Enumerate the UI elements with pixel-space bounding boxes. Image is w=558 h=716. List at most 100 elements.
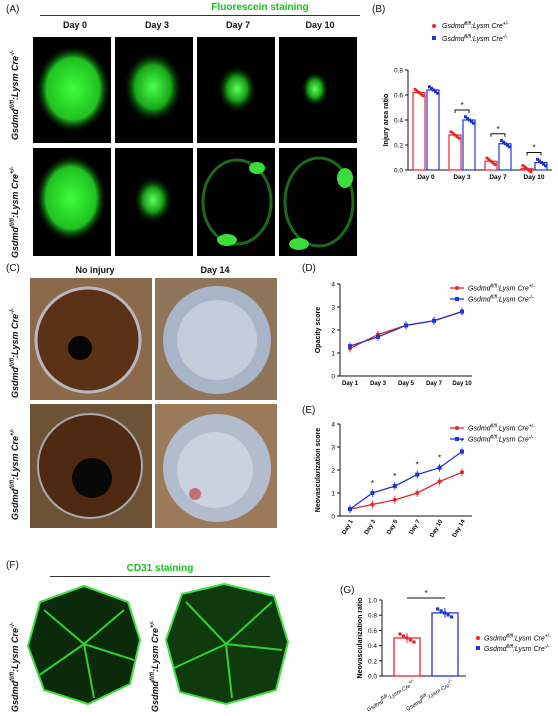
b-point-blue (434, 90, 437, 94)
b-point-red (529, 170, 533, 174)
g-legend-marker-blue (476, 646, 480, 650)
fluorescein-image-day10-het (279, 148, 357, 256)
b-point-blue (428, 85, 431, 89)
g-point-red (398, 632, 402, 636)
g-point-blue (446, 613, 450, 617)
e-ytick-label: 3 (331, 445, 335, 452)
d-ytick-label: 3 (331, 305, 335, 312)
row-label-c-bottom: Gsdmdfl/fl:Lysm Cre+/- (10, 428, 20, 520)
g-point-red (412, 640, 416, 644)
e-legend-red: Gsdmdfl/fl:Lysm Cre+/- (468, 424, 535, 433)
e-line-red (349, 471, 463, 510)
g-ytick-label: 0.4 (368, 643, 377, 650)
opacity-score-chart: 0 1 2 3 4 Opacity score Day 1 Day 3 Day 5 Day 7 Da… (315, 282, 535, 388)
d-ytick-label: 2 (331, 328, 335, 335)
b-legend-marker-red (432, 24, 436, 28)
d-legend-red: Gsdmdfl/fl:Lysm Cre+/- (468, 284, 535, 293)
e-xtick-label: Day 3 (364, 518, 378, 535)
d-ytick-label: 4 (331, 282, 335, 289)
fluorescein-title: Fluorescein staining (211, 2, 309, 13)
e-point-red (460, 470, 464, 475)
b-point-blue (500, 139, 503, 143)
b-point-blue (430, 86, 433, 90)
e-sig-star: * (438, 454, 441, 463)
b-sig-bracket (490, 133, 506, 137)
b-legend-red: Gsdmdfl/fl:Lysm Cre+/- (442, 21, 509, 30)
e-point-blue (460, 449, 464, 454)
b-point-blue (508, 145, 511, 149)
panel-letter-d: (D) (302, 263, 316, 274)
title-rule-a (40, 15, 360, 16)
b-point-red (493, 162, 497, 167)
e-point-blue (348, 507, 352, 512)
b-point-blue (540, 161, 543, 164)
e-point-red (392, 497, 397, 502)
col-head-c-0: No injury (75, 265, 115, 275)
b-sig-star: * (496, 125, 499, 134)
g-point-blue (439, 609, 443, 613)
fluorescein-image-day3-ko (115, 37, 193, 143)
col-head-a-1: Day 3 (144, 20, 170, 30)
b-legend-marker-blue (432, 36, 436, 40)
b-bar-blue (426, 89, 440, 171)
fluorescein-image-day0-ko (33, 37, 111, 143)
b-point-blue (506, 143, 509, 147)
panel-letter-b: (B) (372, 4, 386, 15)
row-label-f-left: Gsdmdfl/fl:Lysm Cre-/- (10, 622, 20, 712)
b-xtick-label: Day 3 (453, 174, 471, 181)
fluorescein-image-day3-het (115, 148, 193, 256)
panel-letter-g: (G) (340, 585, 355, 596)
cd31-flatmount-ko (24, 580, 144, 708)
e-point-blue (415, 472, 420, 477)
e-point-blue (370, 491, 375, 495)
col-head-c-1: Day 14 (200, 265, 230, 275)
g-ytick-label: 0.8 (368, 613, 377, 620)
row-label-a-top: Gsdmdfl/fl:Lysm Cre-/- (10, 50, 20, 140)
d-xtick-label: Day 1 (342, 381, 359, 387)
row-label-f-right: Gsdmdfl/fl:Lysm Cre+/- (150, 620, 160, 712)
neovascularization-score-chart: 0 1 2 3 4 Neovascularization score Day 1 Day 3 D… (315, 422, 535, 539)
d-legend-marker-red (455, 286, 459, 290)
b-point-blue (542, 162, 545, 166)
b-ytick-label: 0.2 (394, 143, 403, 150)
d-point-blue (460, 309, 464, 314)
g-ytick-label: 0.0 (368, 674, 377, 681)
g-point-red (405, 636, 409, 640)
g-point-blue (450, 615, 454, 619)
b-bar-red (448, 134, 462, 171)
e-xtick-label: Day 14 (452, 518, 467, 538)
eye-photo-noinjury-ko (30, 278, 152, 400)
e-point-blue (437, 465, 442, 470)
e-legend-blue: Gsdmdfl/fl:Lysm Cre-/- (468, 435, 534, 444)
e-legend-marker-red (455, 426, 459, 430)
b-bar-red (412, 91, 426, 171)
e-ytick-label: 0 (331, 514, 335, 521)
b-point-blue (536, 157, 539, 161)
e-ylabel: Neovascularization score (315, 428, 322, 513)
g-legend-red: Gsdmdfl/fl:Lysm Cre+/- (484, 634, 551, 643)
title-rule-f (50, 576, 270, 577)
d-point-blue (432, 318, 436, 323)
b-xtick-label: Day 7 (489, 174, 507, 181)
b-bar-blue (462, 119, 476, 171)
b-ylabel: Injury area ratio (383, 94, 390, 147)
e-point-red (415, 491, 420, 495)
b-sig-star: * (532, 144, 535, 153)
b-point-blue (504, 142, 507, 146)
b-ytick-label: 0.6 (394, 93, 403, 100)
b-point-blue (544, 164, 547, 168)
b-point-blue (472, 121, 475, 125)
cd31-flatmount-het (162, 580, 292, 708)
e-legend-marker-blue (455, 437, 459, 441)
fluorescein-image-day10-ko (279, 37, 357, 143)
b-point-blue (502, 140, 505, 144)
col-head-a-0: Day 0 (62, 20, 88, 30)
b-point-red (421, 94, 425, 98)
cd31-title: CD31 staining (126, 563, 194, 574)
e-ytick-label: 2 (331, 468, 335, 475)
d-xtick-label: Day 10 (452, 381, 472, 387)
b-ytick-label: 0.0 (394, 168, 403, 175)
fluorescein-image-day0-het (33, 148, 111, 256)
b-xtick-label: Day 10 (524, 174, 545, 181)
d-ytick-label: 1 (331, 351, 335, 358)
